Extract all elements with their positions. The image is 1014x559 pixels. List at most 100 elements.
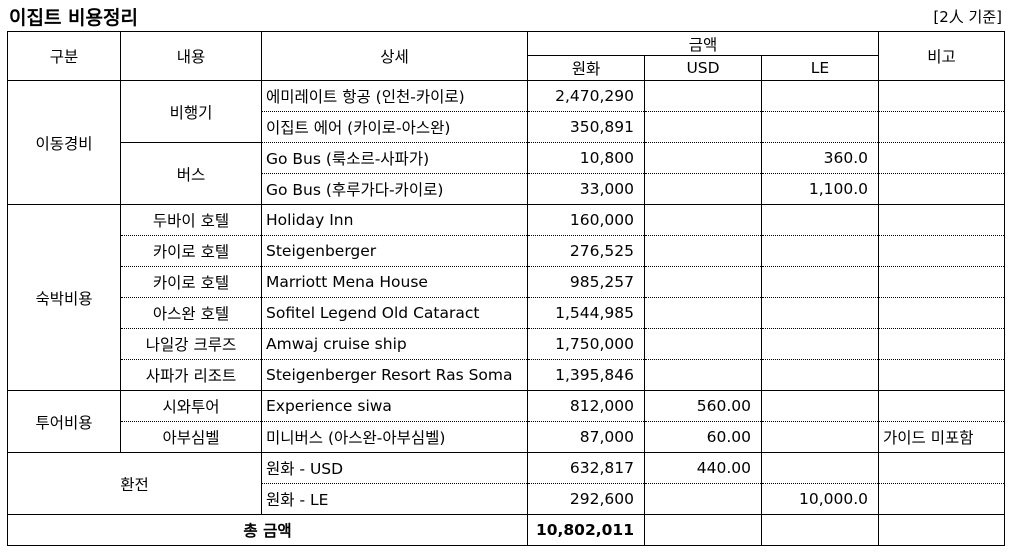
krw-cell: 2,470,290: [527, 80, 645, 112]
header-category: 구분: [7, 31, 121, 81]
header-usd: USD: [644, 55, 762, 81]
detail-cell: 원화 - LE: [261, 483, 528, 515]
note-cell: [878, 452, 1005, 484]
note-cell: [878, 390, 1005, 422]
table-row: 환전 원화 - USD 632,817 440.00: [7, 452, 1005, 515]
total-usd: [644, 514, 762, 546]
content-cell: 시와투어: [120, 390, 262, 422]
krw-cell: 87,000: [527, 421, 645, 453]
content-cell: 아스완 호텔: [120, 297, 262, 329]
usd-cell: [644, 359, 762, 391]
expense-table: 구분 내용 상세 금액 비고 원화 USD LE 이동경비 비행기 에미레이트 …: [7, 31, 1005, 546]
table-row: 투어비용 시와투어 Experience siwa 812,000 560.00: [7, 390, 1005, 453]
header-detail: 상세: [261, 31, 528, 81]
table-row: 숙박비용 두바이 호텔 Holiday Inn 160,000: [7, 204, 1005, 391]
table-row: 이동경비 비행기 에미레이트 항공 (인천-카이로) 2,470,290: [7, 80, 1005, 205]
detail-cell: Steigenberger Resort Ras Soma: [261, 359, 528, 391]
table-row: 사파가 리조트 Steigenberger Resort Ras Soma 1,…: [8, 359, 1005, 391]
usd-cell: [644, 328, 762, 360]
le-cell: [761, 266, 879, 298]
content-cell: 사파가 리조트: [120, 359, 262, 391]
header-note: 비고: [878, 31, 1005, 81]
table-row: 카이로 호텔 Marriott Mena House 985,257: [8, 266, 1005, 298]
header-krw: 원화: [527, 55, 645, 81]
note-cell: [878, 111, 1005, 143]
header-content: 내용: [120, 31, 262, 81]
note-cell: [878, 235, 1005, 267]
content-cell: 카이로 호텔: [120, 235, 262, 267]
le-cell: [761, 359, 879, 391]
detail-cell: 이집트 에어 (카이로-아스완): [261, 111, 528, 143]
table-row: Go Bus (후루가다-카이로) 33,000 1,100.0: [8, 173, 1005, 205]
le-cell: [761, 111, 879, 143]
detail-cell: Amwaj cruise ship: [261, 328, 528, 360]
detail-cell: Marriott Mena House: [261, 266, 528, 298]
table-row: 아부심벨 미니버스 (아스완-아부심벨) 87,000 60.00 가이드 미포…: [8, 421, 1005, 453]
usd-cell: [644, 111, 762, 143]
le-cell: [761, 390, 879, 422]
usd-cell: [644, 235, 762, 267]
le-cell: [761, 421, 879, 453]
krw-cell: 33,000: [527, 173, 645, 205]
usd-cell: [644, 173, 762, 205]
note-cell: 가이드 미포함: [878, 421, 1005, 453]
krw-cell: 632,817: [527, 452, 645, 484]
total-le: [761, 514, 879, 546]
group-exchange: 환전: [7, 452, 262, 515]
usd-cell: 560.00: [644, 390, 762, 422]
note-cell: [878, 297, 1005, 329]
usd-cell: [644, 483, 762, 515]
table-row: 원화 - LE 292,600 10,000.0: [8, 483, 1005, 515]
table-row: 이집트 에어 (카이로-아스완) 350,891: [8, 111, 1005, 143]
le-cell: [761, 452, 879, 484]
table-row: 아스완 호텔 Sofitel Legend Old Cataract 1,544…: [8, 297, 1005, 329]
note-cell: [878, 142, 1005, 174]
detail-cell: Go Bus (룩소르-사파가): [261, 142, 528, 174]
detail-cell: 에미레이트 항공 (인천-카이로): [261, 80, 528, 112]
group-travel: 이동경비: [7, 80, 121, 205]
le-cell: [761, 235, 879, 267]
usd-cell: [644, 204, 762, 236]
krw-cell: 1,544,985: [527, 297, 645, 329]
table-row: 버스 Go Bus (룩소르-사파가) 10,800 360.0: [8, 142, 1005, 205]
content-cell: 비행기: [120, 80, 262, 143]
note-cell: [878, 266, 1005, 298]
content-cell: 두바이 호텔: [120, 204, 262, 236]
detail-cell: 미니버스 (아스완-아부심벨): [261, 421, 528, 453]
krw-cell: 292,600: [527, 483, 645, 515]
table-row: 카이로 호텔 Steigenberger 276,525: [8, 235, 1005, 267]
group-lodging: 숙박비용: [7, 204, 121, 391]
krw-cell: 1,395,846: [527, 359, 645, 391]
detail-cell: Go Bus (후루가다-카이로): [261, 173, 528, 205]
krw-cell: 276,525: [527, 235, 645, 267]
content-cell: 나일강 크루즈: [120, 328, 262, 360]
note-cell: [878, 483, 1005, 515]
krw-cell: 350,891: [527, 111, 645, 143]
note-cell: [878, 173, 1005, 205]
header-amount: 금액: [527, 31, 879, 56]
detail-cell: 원화 - USD: [261, 452, 528, 484]
detail-cell: Sofitel Legend Old Cataract: [261, 297, 528, 329]
le-cell: [761, 297, 879, 329]
note-cell: [878, 359, 1005, 391]
usd-cell: [644, 297, 762, 329]
note-cell: [878, 328, 1005, 360]
content-cell: 카이로 호텔: [120, 266, 262, 298]
detail-cell: Holiday Inn: [261, 204, 528, 236]
content-cell: 버스: [120, 142, 262, 205]
total-row: 총 금액 10,802,011: [7, 514, 1005, 546]
page-title: 이집트 비용정리: [9, 7, 138, 29]
krw-cell: 812,000: [527, 390, 645, 422]
le-cell: [761, 80, 879, 112]
krw-cell: 1,750,000: [527, 328, 645, 360]
detail-cell: Steigenberger: [261, 235, 528, 267]
le-cell: [761, 204, 879, 236]
total-label: 총 금액: [7, 514, 528, 546]
le-cell: 1,100.0: [761, 173, 879, 205]
usd-cell: [644, 142, 762, 174]
le-cell: [761, 328, 879, 360]
usd-cell: 440.00: [644, 452, 762, 484]
group-tour: 투어비용: [7, 390, 121, 453]
content-cell: 아부심벨: [120, 421, 262, 453]
table-row: 나일강 크루즈 Amwaj cruise ship 1,750,000: [8, 328, 1005, 360]
